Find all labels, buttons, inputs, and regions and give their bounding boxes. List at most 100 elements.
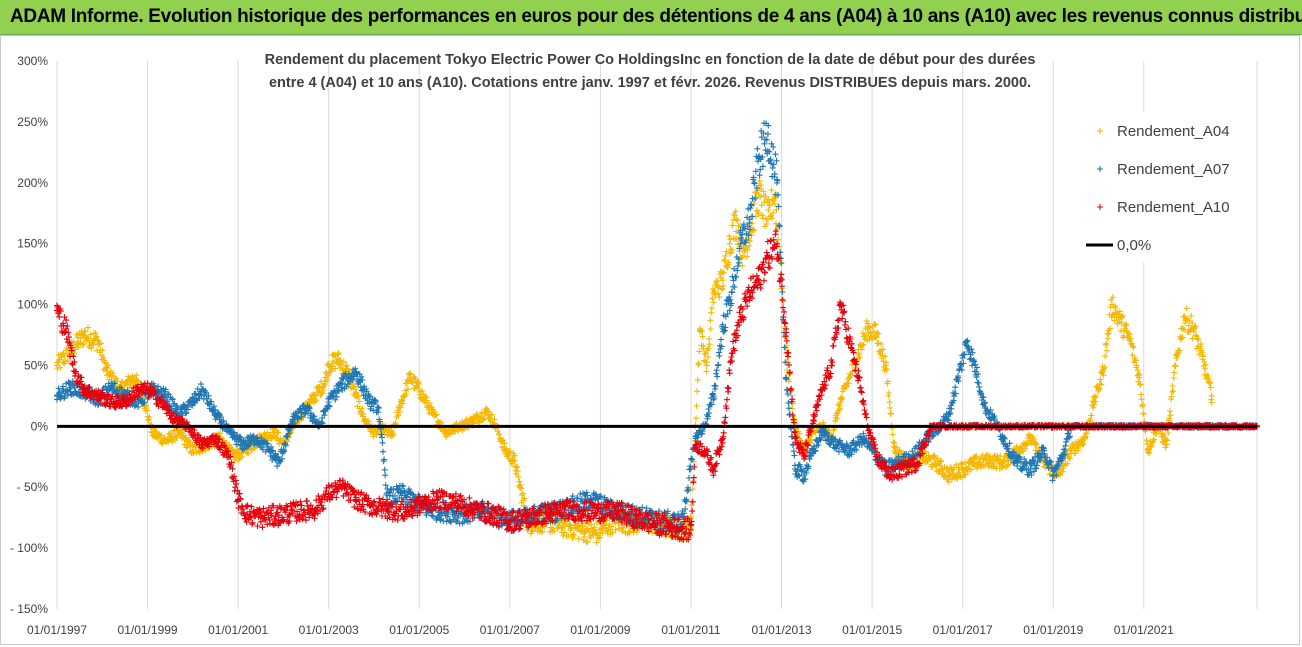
data-point bbox=[101, 359, 108, 366]
data-point bbox=[420, 391, 427, 397]
data-point bbox=[922, 448, 929, 455]
data-point bbox=[1162, 444, 1169, 451]
data-point bbox=[1096, 385, 1103, 392]
data-point bbox=[968, 466, 974, 473]
data-point bbox=[1133, 362, 1140, 369]
data-point bbox=[886, 399, 893, 406]
data-point bbox=[882, 353, 889, 360]
data-point bbox=[469, 419, 476, 426]
data-point bbox=[1101, 364, 1108, 371]
data-point bbox=[732, 208, 739, 215]
data-point bbox=[113, 387, 120, 394]
data-point bbox=[747, 201, 754, 208]
data-point bbox=[184, 403, 191, 410]
data-point bbox=[66, 386, 73, 393]
data-point bbox=[561, 529, 568, 536]
data-point bbox=[733, 216, 740, 223]
data-point bbox=[501, 440, 508, 447]
data-point bbox=[1116, 318, 1123, 325]
data-point bbox=[90, 341, 97, 348]
data-point bbox=[443, 432, 450, 439]
data-point bbox=[763, 220, 770, 227]
data-point bbox=[731, 212, 738, 219]
data-point bbox=[694, 377, 701, 384]
data-point bbox=[108, 373, 115, 380]
data-point bbox=[609, 529, 616, 536]
data-point bbox=[721, 257, 728, 264]
data-point bbox=[744, 246, 751, 253]
data-point bbox=[838, 395, 845, 402]
data-point bbox=[734, 241, 741, 248]
data-point bbox=[93, 333, 100, 340]
data-point bbox=[956, 464, 962, 471]
data-point bbox=[1103, 340, 1110, 347]
data-point bbox=[887, 404, 893, 411]
data-point bbox=[218, 414, 225, 420]
data-point bbox=[937, 462, 943, 469]
data-point bbox=[344, 365, 351, 372]
data-point bbox=[452, 428, 459, 435]
y-tick-label: - 150% bbox=[10, 602, 48, 616]
data-point bbox=[1134, 367, 1141, 374]
data-point bbox=[689, 486, 696, 493]
data-point bbox=[1174, 352, 1181, 359]
data-point bbox=[711, 287, 718, 294]
data-point bbox=[135, 403, 141, 410]
series-Rendement_A04 bbox=[54, 177, 1215, 546]
data-point bbox=[1166, 415, 1173, 422]
data-point bbox=[1163, 436, 1170, 443]
data-point bbox=[1167, 412, 1174, 419]
data-point bbox=[938, 458, 945, 465]
data-point bbox=[1148, 442, 1155, 449]
data-point bbox=[419, 388, 426, 395]
y-tick-label: - 100% bbox=[10, 541, 48, 555]
data-point bbox=[518, 485, 525, 492]
data-point bbox=[274, 430, 281, 436]
data-point bbox=[1136, 371, 1143, 378]
x-tick-label: 01/01/2013 bbox=[751, 623, 811, 637]
data-point bbox=[933, 463, 940, 469]
data-point bbox=[879, 352, 886, 359]
data-point bbox=[1059, 468, 1066, 475]
data-point bbox=[772, 220, 779, 227]
data-point bbox=[170, 428, 177, 435]
data-point bbox=[728, 247, 735, 254]
data-point bbox=[328, 366, 335, 373]
data-point bbox=[517, 481, 524, 488]
data-point bbox=[866, 324, 873, 331]
data-point bbox=[883, 359, 890, 366]
data-point bbox=[987, 453, 993, 460]
data-point bbox=[583, 538, 590, 545]
data-point bbox=[1146, 450, 1153, 457]
data-point bbox=[570, 531, 577, 538]
data-point bbox=[1132, 357, 1139, 364]
data-point bbox=[106, 376, 113, 383]
data-point bbox=[1066, 455, 1073, 462]
data-point bbox=[390, 431, 397, 438]
data-point bbox=[1107, 304, 1114, 311]
y-tick-label: 300% bbox=[17, 54, 48, 68]
data-point bbox=[443, 518, 450, 525]
data-point bbox=[1093, 393, 1099, 399]
data-point bbox=[192, 390, 199, 397]
data-point bbox=[1065, 454, 1072, 461]
data-point bbox=[889, 431, 896, 438]
data-point bbox=[760, 188, 767, 195]
data-point bbox=[593, 539, 600, 546]
data-point bbox=[615, 525, 622, 532]
data-point bbox=[129, 373, 136, 380]
data-point bbox=[403, 380, 410, 387]
data-point bbox=[1192, 323, 1199, 329]
data-point bbox=[785, 399, 792, 406]
data-point bbox=[514, 468, 521, 475]
data-point bbox=[773, 157, 780, 164]
data-point bbox=[85, 324, 91, 331]
data-point bbox=[407, 370, 414, 377]
data-point bbox=[539, 528, 546, 535]
data-point bbox=[207, 401, 214, 408]
data-point bbox=[178, 428, 185, 435]
data-point bbox=[211, 403, 217, 410]
data-point bbox=[837, 405, 843, 412]
data-point bbox=[703, 368, 710, 375]
data-point bbox=[860, 341, 867, 348]
